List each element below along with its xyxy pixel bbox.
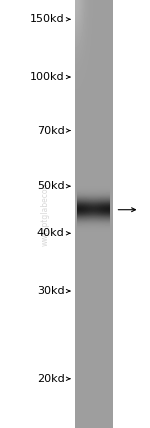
Text: 150kd: 150kd [30, 14, 64, 24]
Text: 20kd: 20kd [37, 374, 64, 384]
Text: 50kd: 50kd [37, 181, 64, 191]
Text: 100kd: 100kd [30, 72, 64, 82]
Text: 30kd: 30kd [37, 286, 64, 296]
Text: 40kd: 40kd [37, 228, 64, 238]
Text: 70kd: 70kd [37, 125, 64, 136]
Text: www.ptglabecon: www.ptglabecon [40, 182, 50, 246]
